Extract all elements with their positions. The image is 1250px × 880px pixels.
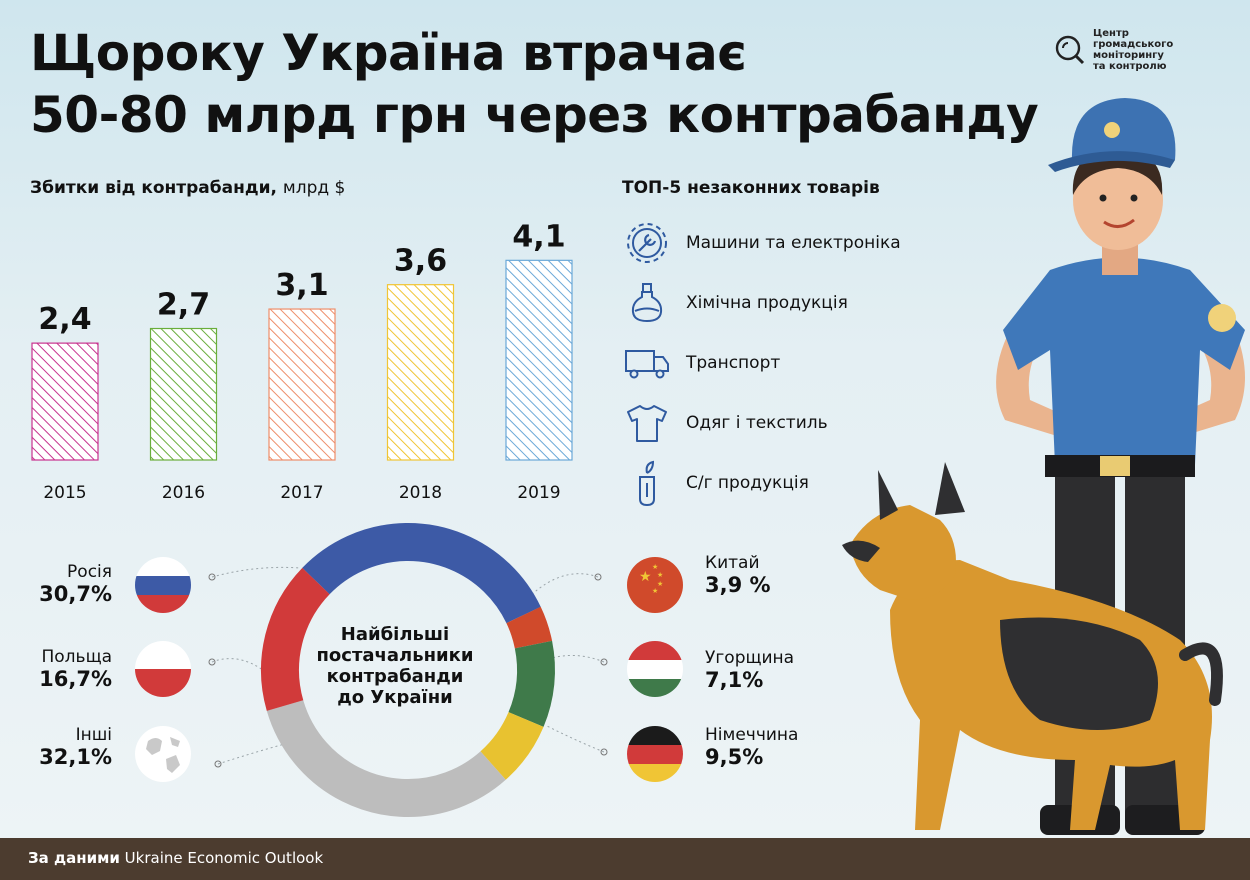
goods-item-clothing: Одяг і текстиль bbox=[622, 400, 952, 446]
country-percent: 7,1% bbox=[705, 668, 764, 692]
country-percent: 16,7% bbox=[39, 667, 112, 691]
goods-item-machinery: Машини та електроніка bbox=[622, 220, 952, 266]
donut-slice-Польща bbox=[261, 523, 555, 818]
svg-text:★: ★ bbox=[652, 587, 658, 595]
dog-illustration bbox=[842, 462, 1223, 830]
bar-2017 bbox=[268, 308, 336, 461]
country-name: Китай bbox=[705, 553, 760, 573]
sprout-tube-icon bbox=[622, 460, 672, 507]
donut-slice-Китай bbox=[261, 523, 555, 817]
hungary-flag-icon bbox=[627, 641, 683, 697]
svg-text:★: ★ bbox=[639, 569, 652, 585]
top-goods-title: ТОП-5 незаконних товарів bbox=[622, 178, 880, 198]
svg-text:★: ★ bbox=[657, 580, 663, 588]
globe-icon bbox=[135, 726, 191, 782]
goods-item-label: Транспорт bbox=[686, 353, 781, 373]
country-poland: Польща 16,7% bbox=[30, 647, 112, 691]
flask-icon bbox=[622, 280, 672, 326]
donut-center-line2: постачальники bbox=[316, 645, 474, 666]
donut-slice-Інші bbox=[261, 523, 555, 817]
goods-item-label: С/г продукція bbox=[686, 473, 809, 493]
bar-category-label: 2019 bbox=[517, 483, 560, 503]
bar-value-label: 2,4 bbox=[38, 302, 91, 337]
donut-center-line3: контрабанди bbox=[326, 666, 464, 687]
magnifier-logo-icon bbox=[1055, 35, 1085, 65]
org-logo: Центр громадського моніторингу та контро… bbox=[1055, 28, 1233, 72]
country-percent: 30,7% bbox=[39, 582, 112, 606]
losses-bar-chart: 2,4 2015 2,7 2016 3,1 2017 3,6 2018 4,1 2019 bbox=[31, 219, 573, 503]
bar-value-label: 2,7 bbox=[157, 288, 210, 323]
gear-wrench-icon bbox=[622, 220, 672, 266]
page-title-line2: 50-80 млрд грн через контрабанду bbox=[30, 86, 1039, 144]
bar-value-label: 3,1 bbox=[275, 268, 328, 303]
goods-item-label: Одяг і текстиль bbox=[686, 413, 828, 433]
country-name: Росія bbox=[67, 562, 112, 582]
org-logo-text: Центр громадського моніторингу та контро… bbox=[1093, 28, 1233, 72]
page-title: Щороку Україна втрачає 50-80 млрд грн че… bbox=[30, 22, 1039, 146]
bar-category-label: 2018 bbox=[399, 483, 442, 503]
country-hungary: Угорщина 7,1% bbox=[705, 648, 794, 692]
tshirt-icon bbox=[622, 400, 672, 446]
bar-value-label: 4,1 bbox=[512, 219, 565, 254]
donut-center-line4: до України bbox=[337, 687, 453, 708]
bar-category-label: 2016 bbox=[162, 483, 205, 503]
goods-item-label: Хімічна продукція bbox=[686, 293, 848, 313]
losses-title-text: Збитки від контрабанди, bbox=[30, 178, 277, 198]
bar-2016 bbox=[149, 327, 218, 461]
source-footer: За даними Ukraine Economic Outlook bbox=[0, 838, 1250, 880]
footer-label: За даними bbox=[28, 849, 120, 867]
bar-category-label: 2015 bbox=[43, 483, 86, 503]
country-china: Китай 3,9 % bbox=[705, 553, 771, 597]
bar-2018 bbox=[386, 284, 455, 461]
goods-item-agro: С/г продукція bbox=[622, 460, 952, 507]
poland-flag-icon bbox=[135, 641, 191, 697]
svg-text:★: ★ bbox=[652, 563, 658, 571]
donut-center-line1: Найбільші bbox=[340, 624, 450, 645]
country-others: Інші 32,1% bbox=[30, 725, 112, 769]
germany-flag-icon bbox=[627, 726, 683, 782]
bar-value-label: 3,6 bbox=[394, 244, 447, 279]
goods-item-label: Машини та електроніка bbox=[686, 233, 901, 253]
org-logo-line2: громадського моніторингу bbox=[1093, 39, 1174, 61]
donut-slice-Угорщина bbox=[261, 523, 555, 817]
bar-2019 bbox=[505, 259, 573, 461]
page-title-line1: Щороку Україна втрачає bbox=[30, 24, 747, 82]
country-percent: 9,5% bbox=[705, 745, 764, 769]
losses-section-title: Збитки від контрабанди, млрд $ bbox=[30, 178, 345, 198]
china-flag-icon: ★ ★ ★ ★ ★ bbox=[627, 557, 683, 613]
country-germany: Німеччина 9,5% bbox=[705, 725, 798, 769]
footer-source: Ukraine Economic Outlook bbox=[124, 849, 324, 867]
country-name: Німеччина bbox=[705, 725, 799, 745]
donut-slice-Німеччина bbox=[261, 523, 555, 817]
country-name: Угорщина bbox=[705, 648, 795, 668]
country-percent: 32,1% bbox=[39, 745, 112, 769]
country-name: Інші bbox=[75, 725, 112, 745]
svg-text:★: ★ bbox=[657, 571, 663, 579]
country-name: Польща bbox=[41, 647, 113, 667]
goods-item-chemical: Хімічна продукція bbox=[622, 280, 952, 326]
losses-unit: млрд $ bbox=[282, 178, 346, 198]
country-russia: Росія 30,7% bbox=[30, 562, 112, 606]
donut-center-label: Найбільші постачальники контрабанди до У… bbox=[300, 624, 490, 708]
truck-icon bbox=[622, 340, 672, 386]
russia-flag-icon bbox=[135, 557, 191, 613]
country-percent: 3,9 % bbox=[705, 573, 771, 597]
bar-category-label: 2017 bbox=[280, 483, 323, 503]
org-logo-line1: Центр bbox=[1093, 28, 1129, 39]
org-logo-line3: та контролю bbox=[1093, 61, 1167, 72]
bar-2015 bbox=[31, 342, 99, 461]
goods-item-transport: Транспорт bbox=[622, 340, 952, 386]
